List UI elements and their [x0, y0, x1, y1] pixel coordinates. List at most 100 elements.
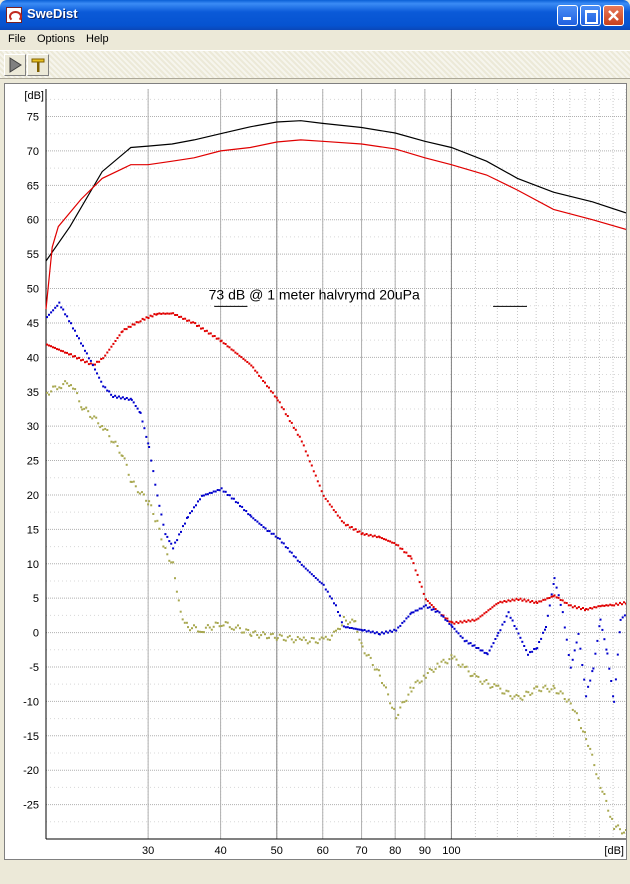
- series-point-3: [511, 619, 514, 622]
- series-point-3: [150, 459, 153, 462]
- series-point-3: [154, 483, 157, 486]
- series-point-2: [546, 597, 549, 600]
- series-point-4: [575, 712, 578, 715]
- series-point-2: [310, 464, 313, 467]
- series-point-3: [162, 523, 165, 526]
- series-point-3: [391, 630, 394, 633]
- series-point-3: [540, 637, 543, 640]
- series-point-2: [114, 340, 117, 342]
- series-point-2: [182, 317, 185, 320]
- series-point-4: [179, 610, 182, 613]
- series-point-4: [360, 642, 363, 645]
- series-point-4: [511, 697, 514, 700]
- series-point-3: [367, 629, 370, 632]
- series-point-3: [471, 644, 474, 647]
- menu-options[interactable]: Options: [37, 33, 75, 45]
- series-point-2: [422, 592, 425, 595]
- menu-file[interactable]: File: [8, 33, 26, 45]
- x-tick-label: 50: [271, 845, 283, 857]
- series-point-4: [509, 695, 512, 698]
- series-point-3: [89, 359, 92, 362]
- series-point-2: [284, 413, 287, 416]
- y-tick-label: 50: [27, 284, 39, 296]
- plot-area[interactable]: 75 70 65 60 55 50 45 40 35 30 25 20 15 10 5 0 -5 -10 -15 -2…: [4, 83, 627, 860]
- play-button[interactable]: [4, 54, 26, 76]
- tuning-fork-button[interactable]: [27, 54, 49, 76]
- series-point-2: [244, 359, 247, 362]
- series-point-4: [414, 681, 417, 684]
- series-point-2: [344, 524, 347, 527]
- series-point-3: [280, 541, 283, 544]
- series-point-3: [350, 627, 353, 629]
- series-point-4: [451, 657, 454, 660]
- series-point-4: [202, 631, 205, 634]
- menu-help[interactable]: Help: [86, 33, 109, 45]
- series-line-0: [45, 120, 626, 262]
- series-point-4: [230, 627, 233, 630]
- series-point-2: [493, 604, 496, 607]
- series-point-3: [130, 398, 133, 401]
- series-point-3: [237, 501, 239, 504]
- series-point-3: [94, 368, 96, 371]
- series-point-4: [290, 638, 293, 641]
- series-point-2: [156, 312, 159, 315]
- series-point-3: [284, 546, 287, 549]
- series-point-4: [595, 773, 598, 776]
- series-point-2: [503, 600, 506, 602]
- series-point-2: [164, 312, 167, 315]
- series-point-2: [72, 355, 74, 358]
- series-point-2: [186, 319, 189, 322]
- series-point-4: [493, 683, 496, 686]
- maximize-button[interactable]: [580, 5, 601, 26]
- series-point-2: [367, 534, 370, 537]
- series-point-3: [416, 609, 419, 612]
- series-point-2: [597, 605, 600, 608]
- series-point-3: [176, 539, 179, 542]
- series-point-2: [302, 444, 305, 447]
- minimize-button[interactable]: [557, 5, 578, 26]
- series-point-4: [152, 513, 155, 515]
- y-tick-label: -15: [23, 731, 39, 743]
- series-point-4: [519, 697, 522, 700]
- series-point-3: [218, 489, 221, 492]
- series-point-2: [544, 598, 547, 601]
- series-point-4: [216, 622, 219, 624]
- series-point-2: [350, 526, 353, 528]
- series-point-4: [48, 393, 50, 396]
- series-point-2: [410, 557, 413, 560]
- series-point-2: [567, 604, 570, 607]
- series-point-3: [513, 625, 516, 627]
- close-button[interactable]: [603, 5, 624, 26]
- series-point-3: [201, 494, 203, 497]
- series-point-3: [369, 631, 372, 634]
- series-point-3: [428, 606, 431, 609]
- series-point-4: [208, 626, 211, 629]
- series-point-4: [70, 384, 72, 387]
- series-point-3: [533, 648, 536, 650]
- series-point-3: [210, 491, 213, 494]
- series-line-1: [45, 139, 626, 310]
- series-point-4: [527, 691, 530, 694]
- y-tick-label: -10: [23, 696, 39, 708]
- series-point-4: [237, 624, 239, 627]
- series-point-3: [166, 535, 169, 538]
- series-point-3: [230, 497, 233, 500]
- series-point-2: [538, 600, 541, 603]
- series-point-2: [540, 600, 543, 603]
- series-point-4: [108, 435, 111, 438]
- series-point-2: [521, 599, 524, 602]
- series-point-2: [505, 600, 508, 603]
- series-point-3: [603, 638, 606, 641]
- series-point-3: [463, 640, 466, 643]
- series-point-4: [619, 828, 621, 831]
- series-point-2: [459, 620, 462, 623]
- series-point-2: [499, 600, 502, 603]
- series-point-2: [363, 533, 366, 536]
- minimize-icon: [563, 17, 571, 20]
- series-point-3: [46, 316, 48, 319]
- series-point-3: [621, 616, 624, 619]
- series-point-4: [181, 618, 184, 621]
- series-point-2: [365, 533, 368, 535]
- series-point-2: [228, 346, 231, 349]
- series-point-2: [457, 622, 460, 625]
